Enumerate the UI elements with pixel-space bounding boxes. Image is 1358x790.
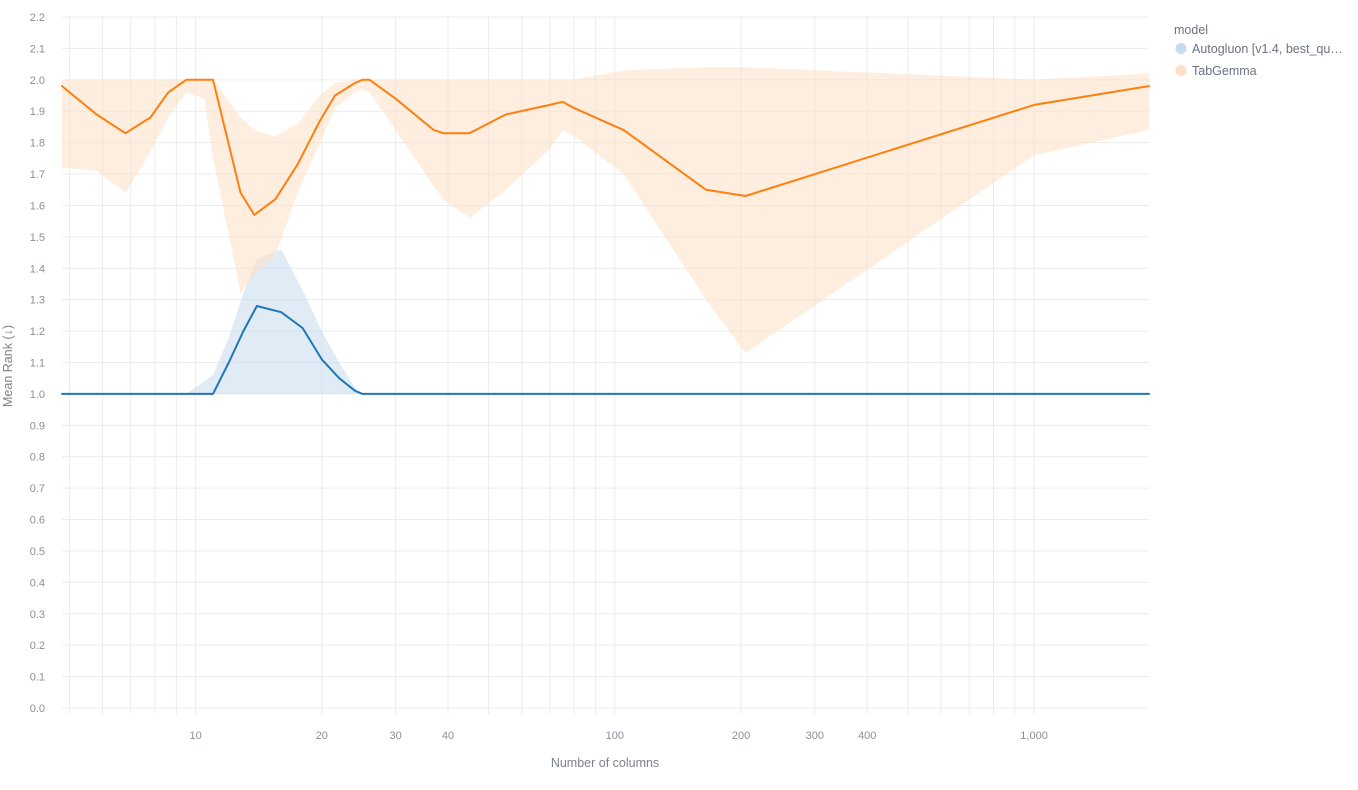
series-line-autogluon [61,305,1150,395]
legend: model Autogluon [v1.4, best_qu… TabGemma [1174,23,1343,78]
y-tick-label: 1.9 [30,106,45,118]
x-tick-label: 10 [190,730,202,742]
confidence-bands [62,67,1149,394]
y-tick-label: 0.2 [30,640,45,652]
x-tick-label: 200 [732,730,750,742]
y-tick-label: 0.7 [30,483,45,495]
legend-item-autogluon[interactable]: Autogluon [v1.4, best_qu… [1175,42,1343,56]
y-tick-label: 0.6 [30,515,45,527]
y-tick-label: 1.0 [30,389,45,401]
x-tick-label: 100 [606,730,624,742]
x-tick-label: 40 [442,730,454,742]
y-tick-label: 0.8 [30,452,45,464]
x-axis-ticks: 10 20 30 40 100 200 300 400 1,000 [190,730,1048,742]
legend-label-autogluon: Autogluon [v1.4, best_qu… [1192,42,1343,56]
y-tick-label: 0.0 [30,703,45,715]
x-axis-title: Number of columns [551,756,659,770]
y-axis-ticks: 0.0 0.1 0.2 0.3 0.4 0.5 0.6 0.7 0.8 0.9 1.0 1.1 1.2 1… [30,12,45,715]
y-tick-label: 0.9 [30,420,45,432]
y-tick-label: 2.0 [30,75,45,87]
x-tick-label: 20 [316,730,328,742]
y-tick-label: 2.2 [30,12,45,24]
y-tick-label: 1.4 [30,263,45,275]
y-tick-label: 1.6 [30,200,45,212]
x-tick-label: 1,000 [1020,730,1048,742]
series-line-tabgemma [61,78,1150,216]
legend-swatch-autogluon [1175,43,1187,54]
legend-swatch-tabgemma [1175,65,1187,76]
band-tabgemma [62,67,1149,354]
legend-label-tabgemma: TabGemma [1192,64,1257,78]
x-tick-label: 300 [806,730,824,742]
y-tick-label: 0.4 [30,577,45,589]
y-tick-label: 1.7 [30,169,45,181]
y-tick-label: 2.1 [30,43,45,55]
x-tick-label: 400 [858,730,876,742]
y-tick-label: 1.2 [30,326,45,338]
series-lines [61,78,1150,395]
band-autogluon [62,249,1149,394]
y-tick-label: 0.1 [30,672,45,684]
y-tick-label: 1.3 [30,295,45,307]
legend-title: model [1174,23,1208,37]
legend-item-tabgemma[interactable]: TabGemma [1175,64,1257,78]
y-tick-label: 1.5 [30,232,45,244]
y-tick-label: 1.1 [30,358,45,370]
y-axis-title: Mean Rank (↓) [1,325,15,407]
x-tick-label: 30 [390,730,402,742]
y-tick-label: 0.5 [30,546,45,558]
y-tick-label: 1.8 [30,138,45,150]
y-tick-label: 0.3 [30,609,45,621]
